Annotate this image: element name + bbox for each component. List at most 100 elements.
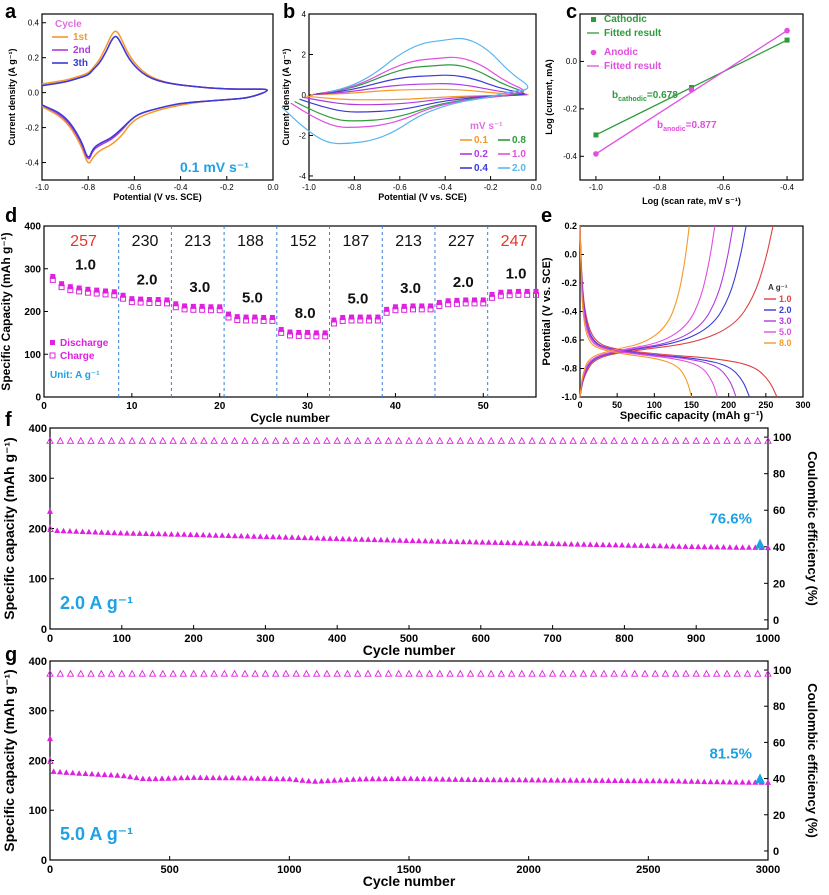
capacity-point — [95, 771, 102, 777]
efficiency-point — [528, 669, 536, 677]
efficiency-point — [497, 669, 506, 677]
discharge-point — [85, 286, 91, 292]
capacity-point — [458, 776, 465, 782]
charge-point — [155, 299, 162, 306]
capacity-point — [503, 776, 510, 783]
capacity-point — [568, 541, 575, 547]
capacity-point — [624, 777, 631, 784]
charge-point — [251, 317, 258, 324]
x-tick-label: -1.0 — [302, 183, 316, 192]
charge-curve-3.0 — [579, 225, 734, 398]
capacity-point — [69, 769, 76, 776]
plot-frame — [308, 13, 537, 181]
data-point — [784, 27, 790, 34]
legend-label: Charge — [60, 351, 95, 362]
discharge-point — [217, 304, 223, 310]
discharge-point — [59, 281, 65, 287]
y-tick-label: 400 — [29, 656, 47, 668]
legend-title: mV s⁻¹ — [470, 121, 503, 132]
discharge-point — [533, 288, 539, 294]
capacity-point — [726, 779, 733, 785]
charge-point — [234, 317, 241, 324]
efficiency-point — [559, 669, 567, 677]
discharge-point — [305, 329, 311, 335]
capacity-point — [263, 533, 270, 540]
efficiency-point — [671, 436, 680, 444]
efficiency-point — [405, 669, 413, 677]
panel-letter: d — [5, 205, 17, 227]
charge-point — [137, 299, 144, 306]
capacity-point — [541, 777, 548, 783]
efficiency-point — [179, 669, 188, 677]
efficiency-point — [179, 436, 188, 444]
panel-f: 0 100 200 300 400 500 600 700 800 900 100001002003… — [1, 409, 820, 658]
y-tick-label: -0.8 — [561, 364, 577, 374]
capacity-point — [273, 775, 280, 782]
discharge-point — [454, 297, 460, 303]
capacity-point — [229, 774, 236, 781]
charge-point — [515, 291, 522, 298]
x-axis-label: Cycle number — [363, 873, 456, 889]
efficiency-point — [148, 436, 157, 444]
capacity-point — [346, 535, 353, 542]
capacity-point — [171, 775, 178, 781]
capacity-point — [301, 534, 308, 541]
capacity-point — [739, 779, 746, 785]
y-tick-label: 0.2 — [28, 53, 40, 62]
capacity-point — [225, 532, 232, 538]
efficiency-point — [661, 436, 670, 444]
x-tick-label: 150 — [684, 400, 699, 410]
efficiency-point — [692, 669, 700, 677]
discharge-point — [472, 297, 477, 303]
x-tick-label: 20 — [214, 401, 226, 412]
x-tick-label: 1500 — [397, 864, 421, 876]
capacity-point — [586, 777, 593, 783]
efficiency-point — [271, 669, 280, 677]
capacity-point — [396, 537, 403, 543]
efficiency-point — [384, 669, 393, 677]
capacity-point — [388, 775, 395, 782]
charge-point — [120, 295, 127, 302]
capacity-point — [587, 541, 594, 547]
capacity-point — [92, 529, 99, 535]
discharge-point — [103, 288, 108, 294]
capacity-point — [101, 771, 108, 777]
x-tick-label: -0.6 — [128, 183, 142, 192]
capacity-point — [241, 775, 248, 781]
cv-curve-0.4 — [299, 74, 525, 113]
capacity-point — [720, 544, 727, 550]
efficiency-point — [77, 669, 85, 677]
x-tick-label: 0.0 — [267, 183, 279, 192]
capacity-point — [733, 544, 740, 550]
efficiency-point — [682, 436, 690, 444]
efficiency-point — [671, 669, 680, 677]
capacity-point — [124, 530, 130, 536]
discharge-point — [507, 289, 513, 295]
capacity-point — [426, 775, 433, 782]
panel-b: -1.0 -0.8 -0.6 -0.4 -0.2 0.0 -4 -2 0 2 4 Potential … — [281, 1, 542, 202]
segment-capacity: 187 — [343, 233, 370, 250]
charge-point — [489, 294, 496, 301]
efficiency-point — [118, 669, 126, 677]
efficiency-point — [56, 436, 65, 444]
capacity-point — [409, 537, 416, 544]
capacity-point — [535, 777, 542, 783]
discharge-point — [410, 303, 416, 309]
legend-label: 2.0 — [512, 163, 526, 174]
capacity-point — [375, 775, 382, 782]
charge-point — [243, 317, 250, 324]
efficiency-point — [47, 524, 54, 532]
y-axis-label: Current density (A g⁻¹) — [281, 49, 291, 146]
efficiency-point — [507, 436, 516, 444]
y-tick-label: -1.0 — [561, 392, 577, 402]
capacity-point — [327, 535, 334, 541]
charge-curve-8.0 — [579, 225, 690, 398]
charge-point — [480, 300, 487, 307]
x-tick-label: -0.2 — [220, 183, 234, 192]
capacity-point — [707, 778, 714, 785]
capacity-point — [130, 530, 137, 536]
capacity-point — [88, 770, 95, 777]
y-tick-label: 0.0 — [28, 88, 40, 97]
b-value-annotation: bcathodic=0.678 — [612, 90, 678, 103]
